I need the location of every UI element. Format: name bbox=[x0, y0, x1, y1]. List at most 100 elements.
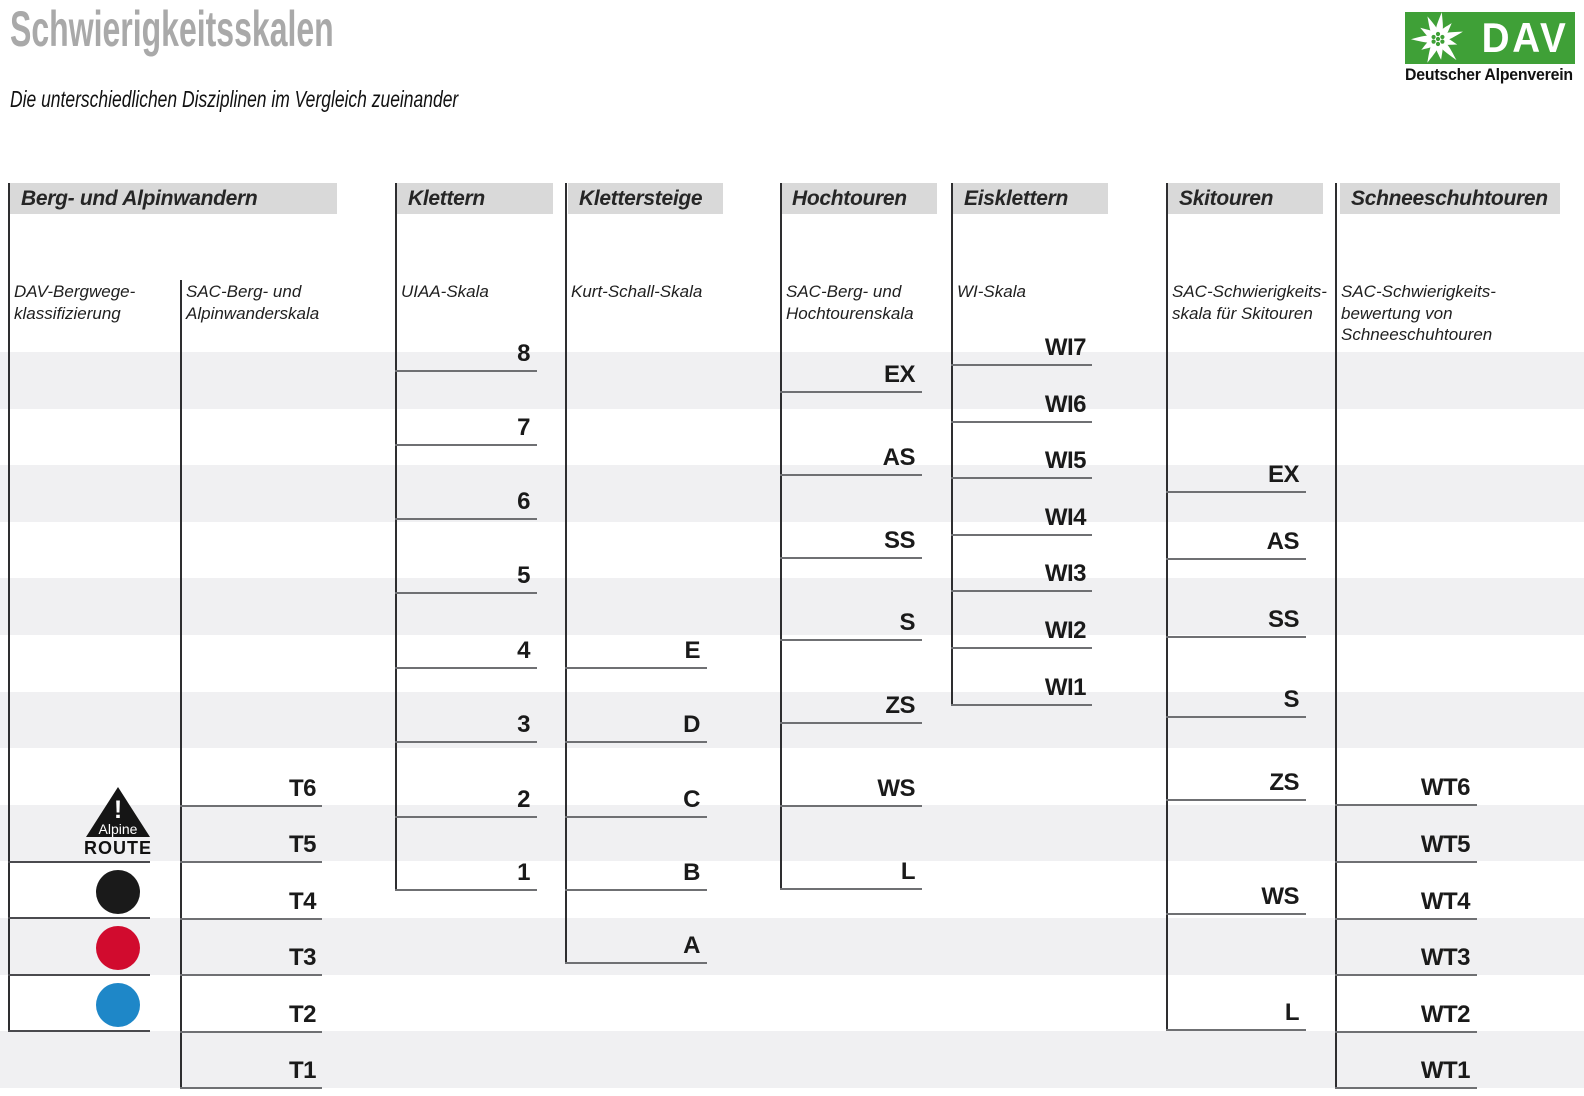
grade-rule-kurt-schall-skala-b bbox=[565, 889, 707, 891]
scale-name-kurt-schall-skala: Kurt-Schall-Skala bbox=[571, 282, 703, 301]
grade-label-sac-hochtourenskala-zs: ZS bbox=[885, 692, 915, 719]
grade-rule-wi-skala-wi5 bbox=[951, 477, 1092, 479]
grade-label-sac-schneeschuhskala-wt1: WT1 bbox=[1420, 1057, 1471, 1084]
page-subtitle: Die unterschiedlichen Disziplinen im Ver… bbox=[10, 86, 459, 112]
column-header-skitouren: Skitouren bbox=[1168, 183, 1323, 214]
grade-label-sac-alpinwanderskala-t1: T1 bbox=[288, 1057, 317, 1084]
grade-label-sac-skitourenskala-ss: SS bbox=[1267, 606, 1300, 633]
scale-name-sac-alpinwanderskala: SAC-Berg- und Alpinwanderskala bbox=[186, 282, 320, 323]
grade-label-uiaa-skala-3: 3 bbox=[517, 711, 530, 738]
trail-row-rule-2 bbox=[8, 974, 150, 976]
grade-rule-kurt-schall-skala-e bbox=[565, 667, 707, 669]
grade-rule-uiaa-skala-8 bbox=[395, 370, 537, 372]
grade-rule-sac-hochtourenskala-s bbox=[780, 639, 922, 641]
page-title: Schwierigkeitsskalen bbox=[10, 1, 334, 57]
alpine-route-label: ROUTE bbox=[84, 838, 152, 858]
grade-label-sac-hochtourenskala-ex: EX bbox=[883, 361, 916, 388]
column-header-hochtouren: Hochtouren bbox=[781, 183, 937, 214]
grade-label-sac-hochtourenskala-ws: WS bbox=[877, 775, 915, 802]
grade-label-uiaa-skala-5: 5 bbox=[517, 562, 530, 589]
grade-label-wi-skala-wi6: WI6 bbox=[1044, 391, 1087, 418]
column-header-klettern: Klettern bbox=[397, 183, 553, 214]
grade-label-sac-hochtourenskala-as: AS bbox=[882, 444, 916, 471]
grade-rule-wi-skala-wi3 bbox=[951, 590, 1092, 592]
column-header-berg-und-alpinwandern: Berg- und Alpinwandern bbox=[10, 183, 337, 214]
column-line-sac-schneeschuhskala bbox=[1335, 183, 1337, 1088]
grade-rule-sac-alpinwanderskala-t3 bbox=[180, 974, 322, 976]
grade-rule-sac-schneeschuhskala-wt4 bbox=[1335, 918, 1477, 920]
grade-label-sac-schneeschuhskala-wt2: WT2 bbox=[1420, 1001, 1471, 1028]
grade-rule-wi-skala-wi1 bbox=[951, 704, 1092, 706]
grade-rule-uiaa-skala-5 bbox=[395, 592, 537, 594]
grade-rule-sac-alpinwanderskala-t6 bbox=[180, 805, 322, 807]
grade-rule-sac-schneeschuhskala-wt1 bbox=[1335, 1087, 1477, 1089]
alpine-route-warning-icon: !Alpine bbox=[86, 787, 150, 837]
grade-label-sac-skitourenskala-ex: EX bbox=[1267, 461, 1300, 488]
grade-label-sac-schneeschuhskala-wt3: WT3 bbox=[1420, 944, 1471, 971]
grade-label-sac-alpinwanderskala-t4: T4 bbox=[288, 888, 317, 915]
grade-label-uiaa-skala-7: 7 bbox=[517, 414, 530, 441]
grade-label-sac-alpinwanderskala-t2: T2 bbox=[288, 1001, 317, 1028]
column-line-kurt-schall-skala bbox=[565, 183, 567, 963]
grade-label-uiaa-skala-1: 1 bbox=[517, 859, 530, 886]
grade-rule-uiaa-skala-2 bbox=[395, 816, 537, 818]
grade-label-kurt-schall-skala-d: D bbox=[683, 711, 700, 738]
grade-rule-sac-hochtourenskala-ws bbox=[780, 805, 922, 807]
grade-label-sac-alpinwanderskala-t6: T6 bbox=[288, 775, 317, 802]
column-line-wi-skala bbox=[951, 183, 953, 705]
grade-label-sac-schneeschuhskala-wt6: WT6 bbox=[1420, 774, 1471, 801]
grade-rule-sac-skitourenskala-zs bbox=[1166, 799, 1306, 801]
grade-rule-sac-skitourenskala-ss bbox=[1166, 636, 1306, 638]
zebra-stripe bbox=[0, 918, 1584, 975]
trail-row-rule-3 bbox=[8, 1030, 150, 1032]
column-line-sac-hochtourenskala bbox=[780, 183, 782, 889]
scale-name-sac-hochtourenskala: SAC-Berg- und Hochtourenskala bbox=[786, 282, 914, 323]
column-line-uiaa-skala bbox=[395, 183, 397, 890]
grade-label-sac-hochtourenskala-s: S bbox=[899, 609, 915, 636]
grade-label-uiaa-skala-8: 8 bbox=[517, 340, 530, 367]
grade-label-wi-skala-wi3: WI3 bbox=[1044, 560, 1087, 587]
grade-rule-sac-hochtourenskala-zs bbox=[780, 722, 922, 724]
trail-blue-trail-dot-icon bbox=[96, 983, 140, 1027]
grade-rule-sac-schneeschuhskala-wt3 bbox=[1335, 974, 1477, 976]
trail-row-rule-1 bbox=[8, 917, 150, 919]
grade-rule-sac-schneeschuhskala-wt5 bbox=[1335, 861, 1477, 863]
zebra-stripe bbox=[0, 352, 1584, 409]
scale-name-sac-schneeschuhskala: SAC-Schwierigkeits- bewertung von Schnee… bbox=[1341, 282, 1496, 344]
scale-name-dav-bergwegeklassifizierung: DAV-Bergwege- klassifizierung bbox=[14, 282, 136, 323]
grade-label-wi-skala-wi4: WI4 bbox=[1044, 504, 1087, 531]
grade-label-kurt-schall-skala-b: B bbox=[683, 859, 700, 886]
grade-rule-wi-skala-wi6 bbox=[951, 421, 1092, 423]
grade-label-sac-schneeschuhskala-wt5: WT5 bbox=[1420, 831, 1471, 858]
scale-name-wi-skala: WI-Skala bbox=[957, 282, 1026, 301]
grade-label-sac-alpinwanderskala-t3: T3 bbox=[288, 944, 317, 971]
column-line-sac-skitourenskala bbox=[1166, 183, 1168, 1030]
zebra-stripe bbox=[0, 578, 1584, 635]
grade-rule-kurt-schall-skala-d bbox=[565, 741, 707, 743]
trail-red-trail-dot-icon bbox=[96, 926, 140, 970]
grade-label-sac-skitourenskala-s: S bbox=[1283, 686, 1299, 713]
grade-label-sac-skitourenskala-as: AS bbox=[1266, 528, 1300, 555]
dav-logo-text: DAV bbox=[1482, 14, 1569, 61]
column-header-klettersteige: Klettersteige bbox=[568, 183, 723, 214]
svg-text:Alpine: Alpine bbox=[99, 821, 138, 837]
zebra-stripe bbox=[0, 1031, 1584, 1088]
grade-rule-sac-alpinwanderskala-t5 bbox=[180, 861, 322, 863]
grade-label-sac-hochtourenskala-ss: SS bbox=[883, 527, 916, 554]
grade-label-sac-schneeschuhskala-wt4: WT4 bbox=[1420, 888, 1471, 915]
grade-label-sac-skitourenskala-zs: ZS bbox=[1269, 769, 1299, 796]
zebra-stripe bbox=[0, 804, 1584, 862]
column-header-eisklettern: Eisklettern bbox=[953, 183, 1108, 214]
grade-rule-sac-alpinwanderskala-t1 bbox=[180, 1087, 322, 1089]
trail-row-rule-0 bbox=[8, 861, 150, 863]
grade-rule-uiaa-skala-7 bbox=[395, 444, 537, 446]
dav-logo: DAV bbox=[1405, 12, 1575, 64]
grade-label-uiaa-skala-2: 2 bbox=[517, 786, 530, 813]
grade-label-kurt-schall-skala-e: E bbox=[684, 637, 700, 664]
grade-rule-wi-skala-wi7 bbox=[951, 364, 1092, 366]
edelweiss-icon bbox=[1411, 12, 1463, 63]
grade-rule-uiaa-skala-3 bbox=[395, 741, 537, 743]
grade-rule-sac-alpinwanderskala-t2 bbox=[180, 1031, 322, 1033]
grade-rule-kurt-schall-skala-c bbox=[565, 816, 707, 818]
